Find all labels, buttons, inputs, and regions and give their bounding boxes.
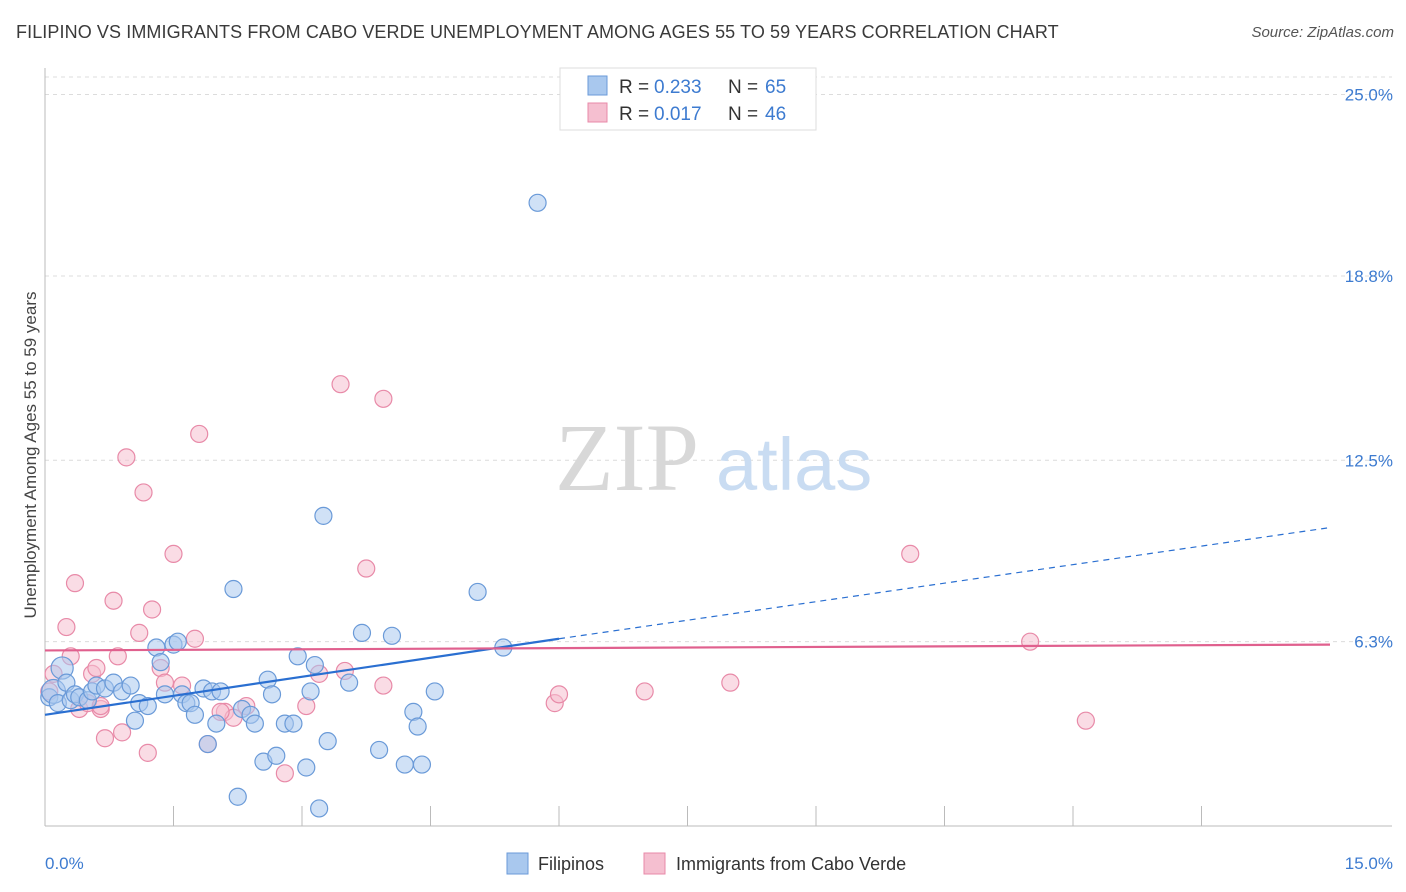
point-filipinos xyxy=(121,676,140,695)
point-filipinos xyxy=(468,582,487,602)
watermark-atlas: atlas xyxy=(716,423,872,506)
point-filipinos xyxy=(185,705,205,724)
y-tick-label: 18.8% xyxy=(1345,267,1393,286)
point-filipinos xyxy=(318,732,337,751)
point-cabo-verde xyxy=(275,764,294,783)
point-cabo-verde xyxy=(65,574,85,593)
point-filipinos xyxy=(314,506,333,525)
point-cabo-verde xyxy=(104,591,123,610)
legend-n-label-blue: N = xyxy=(728,77,758,98)
watermark: ZIP atlas xyxy=(555,404,872,511)
gridlines xyxy=(45,76,1392,643)
point-filipinos xyxy=(301,682,320,701)
legend-r-value-pink: 0.017 xyxy=(654,104,702,125)
point-cabo-verde xyxy=(357,559,376,578)
chart-title: FILIPINO VS IMMIGRANTS FROM CABO VERDE U… xyxy=(16,22,1059,42)
point-cabo-verde xyxy=(117,448,136,467)
point-filipinos xyxy=(352,623,372,642)
point-cabo-verde xyxy=(138,743,157,762)
point-cabo-verde xyxy=(190,424,209,444)
legend-r-label-blue: R = xyxy=(619,77,649,98)
trend-line-filipinos-projection xyxy=(558,526,1331,640)
y-tick-label: 12.5% xyxy=(1345,451,1393,470)
y-axis-label: Unemployment Among Ages 55 to 59 years xyxy=(21,292,40,619)
point-filipinos xyxy=(528,193,547,212)
point-filipinos xyxy=(288,647,307,666)
point-cabo-verde xyxy=(901,544,920,564)
x-tick-label-min: 0.0% xyxy=(45,854,84,873)
point-cabo-verde xyxy=(95,729,115,748)
point-filipinos xyxy=(305,655,324,675)
legend-n-value-pink: 46 xyxy=(765,104,786,125)
point-filipinos xyxy=(284,714,303,733)
point-filipinos xyxy=(168,632,187,651)
bottom-legend-swatch-filipinos xyxy=(506,852,529,875)
point-cabo-verde xyxy=(142,600,162,619)
point-cabo-verde xyxy=(108,647,127,666)
y-tick-label: 6.3% xyxy=(1354,633,1393,652)
point-filipinos xyxy=(262,685,282,704)
point-filipinos xyxy=(224,579,243,599)
x-tick-label-max: 15.0% xyxy=(1345,854,1393,873)
legend-n-label-pink: N = xyxy=(728,104,758,125)
point-cabo-verde xyxy=(374,389,393,408)
point-filipinos xyxy=(310,799,329,818)
bottom-legend-label-filipinos: Filipinos xyxy=(538,854,604,874)
point-cabo-verde xyxy=(112,723,132,742)
legend-r-label-pink: R = xyxy=(619,104,649,125)
point-filipinos xyxy=(340,673,359,692)
points-filipinos xyxy=(40,193,547,818)
watermark-zip: ZIP xyxy=(555,404,699,511)
point-filipinos xyxy=(425,682,444,701)
point-cabo-verde xyxy=(57,617,76,637)
point-filipinos xyxy=(228,787,247,806)
tick-labels: 6.3% 12.5% 18.8% 25.0% 0.0% 15.0% xyxy=(45,86,1393,873)
point-filipinos xyxy=(370,740,389,760)
legend: R = 0.233 N = 65 R = 0.017 N = 46 xyxy=(559,67,817,131)
trend-line-filipinos xyxy=(44,637,560,716)
point-filipinos xyxy=(198,734,217,754)
point-filipinos xyxy=(138,696,157,716)
point-cabo-verde xyxy=(185,629,205,648)
point-cabo-verde xyxy=(87,658,106,678)
legend-swatch-blue xyxy=(587,75,608,96)
point-filipinos xyxy=(245,714,264,733)
point-cabo-verde xyxy=(721,673,740,692)
trend-line-cabo-verde xyxy=(44,643,1331,652)
bottom-legend: Filipinos Immigrants from Cabo Verde xyxy=(506,852,906,875)
point-filipinos xyxy=(207,714,226,733)
point-cabo-verde xyxy=(331,375,350,394)
point-cabo-verde xyxy=(164,544,183,564)
point-filipinos xyxy=(395,755,414,774)
point-filipinos xyxy=(297,758,316,777)
point-filipinos xyxy=(267,746,286,765)
point-cabo-verde xyxy=(130,623,149,642)
point-cabo-verde xyxy=(1076,711,1095,730)
bottom-legend-label-cabo-verde: Immigrants from Cabo Verde xyxy=(676,854,906,874)
point-filipinos xyxy=(382,626,402,645)
point-filipinos xyxy=(412,755,432,774)
point-cabo-verde xyxy=(1021,632,1040,651)
point-cabo-verde xyxy=(134,483,153,502)
point-filipinos xyxy=(211,682,230,701)
legend-n-value-blue: 65 xyxy=(765,77,786,98)
point-cabo-verde xyxy=(635,682,654,701)
point-filipinos xyxy=(408,717,427,736)
y-tick-label: 25.0% xyxy=(1345,86,1393,105)
point-filipinos xyxy=(155,685,175,704)
point-cabo-verde xyxy=(374,676,393,695)
point-filipinos xyxy=(125,711,145,730)
legend-r-value-blue: 0.233 xyxy=(654,77,702,98)
point-cabo-verde xyxy=(549,685,569,704)
trend-lines xyxy=(44,526,1331,716)
source-label[interactable]: Source: ZipAtlas.com xyxy=(1251,24,1394,41)
legend-swatch-pink xyxy=(587,102,608,123)
bottom-legend-swatch-cabo-verde xyxy=(643,852,666,875)
point-filipinos xyxy=(151,653,170,672)
